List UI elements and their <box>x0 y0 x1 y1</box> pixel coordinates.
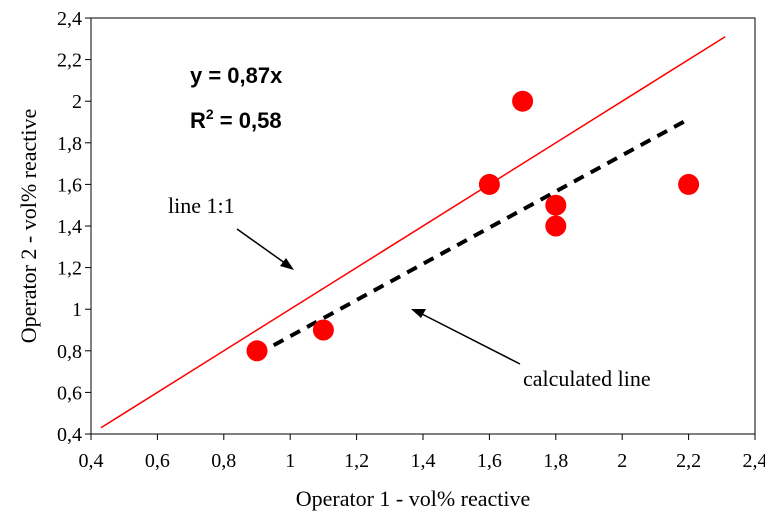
data-point <box>545 194 567 216</box>
y-tick-label: 1,6 <box>57 174 82 196</box>
x-tick-label: 2,2 <box>676 450 701 472</box>
annotation-arrow-calculated-line <box>417 311 521 365</box>
data-point <box>478 173 500 195</box>
y-axis-ticks: 0,4 0,6 0,8 1 1,2 1,4 1,6 1,8 2 2,2 2,4 <box>57 8 91 446</box>
data-point <box>246 340 268 362</box>
data-point <box>512 90 534 112</box>
x-tick-label: 0,6 <box>145 450 170 472</box>
y-tick-label: 1 <box>72 299 82 321</box>
data-points <box>246 90 700 362</box>
x-tick-label: 1,6 <box>477 450 502 472</box>
x-tick-label: 2,4 <box>743 450 765 472</box>
identity-line <box>100 36 726 429</box>
annotation-arrowhead-calculated-line <box>411 309 426 318</box>
x-tick-label: 1,4 <box>411 450 436 472</box>
y-tick-label: 0,4 <box>57 424 82 446</box>
x-tick-label: 0,8 <box>211 450 236 472</box>
annotation-line-1-1: line 1:1 <box>168 193 235 218</box>
annotation-arrowhead-line-1-1 <box>280 258 294 270</box>
x-tick-label: 1 <box>285 450 295 472</box>
data-point <box>678 173 700 195</box>
y-tick-label: 2,4 <box>57 8 82 30</box>
annotation-calculated-line: calculated line <box>523 366 651 391</box>
y-tick-label: 2 <box>72 91 82 113</box>
y-tick-label: 0,8 <box>57 341 82 363</box>
y-tick-label: 2,2 <box>57 50 82 72</box>
y-tick-label: 1,8 <box>57 133 82 155</box>
data-point <box>312 319 334 341</box>
annotation-arrow-line-1-1 <box>236 228 290 267</box>
r-squared-exponent: 2 <box>206 106 214 122</box>
x-tick-label: 1,8 <box>543 450 568 472</box>
r-squared-label: R2 = 0,58 <box>190 106 282 133</box>
y-tick-label: 1,2 <box>57 258 82 280</box>
trend-lines <box>100 36 726 429</box>
r-squared-value: = 0,58 <box>214 108 282 133</box>
x-tick-label: 2 <box>617 450 627 472</box>
x-axis-title: Operator 1 - vol% reactive <box>296 486 531 511</box>
y-axis-title: Operator 2 - vol% reactive <box>16 109 41 344</box>
x-tick-label: 1,2 <box>344 450 369 472</box>
r-squared-symbol: R <box>190 108 206 133</box>
calculated-trend-line <box>256 117 690 357</box>
x-axis-ticks: 0,4 0,6 0,8 1 1,2 1,4 1,6 1,8 2 2,2 2,4 <box>79 434 765 472</box>
y-tick-label: 1,4 <box>57 216 82 238</box>
x-tick-label: 0,4 <box>79 450 104 472</box>
data-point <box>545 215 567 237</box>
equation-label: y = 0,87x <box>190 63 283 88</box>
y-tick-label: 0,6 <box>57 382 82 404</box>
